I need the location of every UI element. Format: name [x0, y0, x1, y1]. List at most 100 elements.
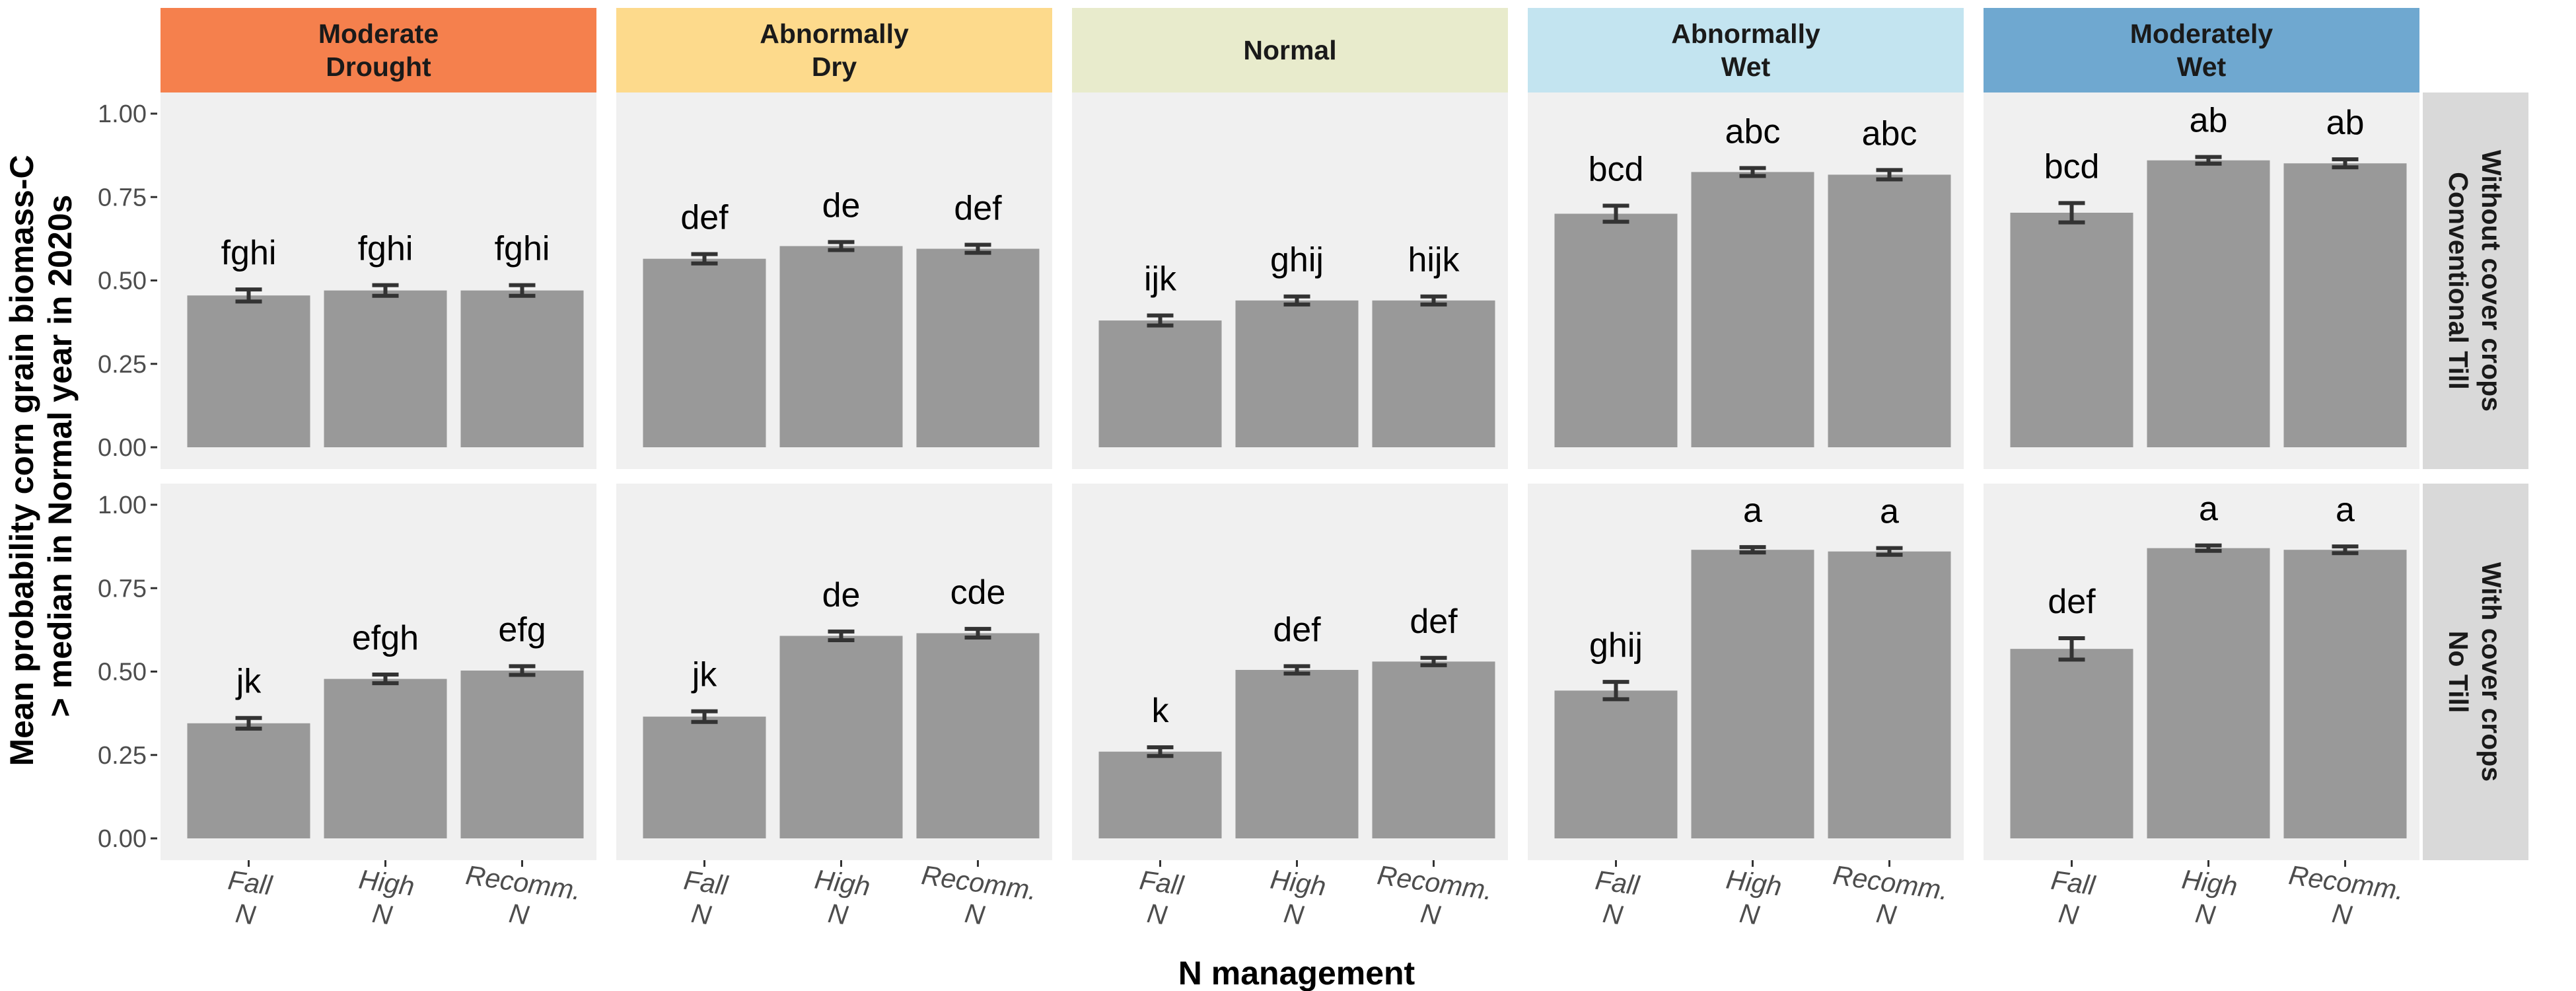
error-bar	[372, 673, 399, 686]
error-bar	[691, 252, 718, 266]
x-tick-label-line: N	[1738, 898, 1762, 931]
error-bar	[828, 240, 855, 252]
x-tick-label-line: N	[1419, 898, 1443, 931]
bar	[779, 246, 903, 447]
x-tick-label-line: Fall	[1138, 865, 1187, 901]
error-bar	[2058, 201, 2085, 225]
bar	[1554, 690, 1678, 838]
bar	[2010, 649, 2133, 838]
facet-row-label-line: With cover crops	[2476, 562, 2507, 782]
bar	[1828, 551, 1951, 838]
bar	[187, 723, 310, 838]
bar	[2147, 160, 2270, 447]
x-tick-label: Recomm.N	[915, 860, 1039, 937]
facet-column-label-line: Normal	[1243, 35, 1336, 65]
bar	[779, 636, 903, 838]
error-bar	[1283, 664, 1310, 676]
bar-significance-label: a	[1743, 492, 1762, 530]
x-tick-label: HighN	[353, 863, 417, 933]
bar	[1235, 669, 1359, 838]
facet-column-label-line: Dry	[812, 52, 857, 82]
facet-column-strip	[616, 8, 1052, 92]
bar-significance-label: efgh	[352, 619, 419, 657]
bar-significance-label: def	[680, 199, 729, 237]
bar-significance-label: a	[1880, 493, 1899, 531]
bar	[1828, 174, 1951, 447]
x-tick-label-line: N	[963, 898, 987, 931]
bar-significance-label: hijk	[1408, 241, 1460, 279]
x-tick-label: Recomm.N	[1371, 860, 1495, 937]
x-tick-label-line: N	[690, 898, 713, 931]
y-tick-label: 0.50	[98, 659, 147, 686]
error-bar	[1283, 294, 1310, 307]
bar	[460, 670, 584, 838]
error-bar	[2332, 544, 2359, 556]
x-tick-label-line: N	[371, 898, 394, 931]
facet-row-strip	[2423, 92, 2528, 469]
error-bar	[2058, 636, 2085, 662]
bar-significance-label: ghij	[1270, 241, 1324, 279]
x-tick-label-line: N	[826, 898, 850, 931]
bar	[1372, 300, 1495, 447]
x-tick-label: FallN	[1589, 865, 1642, 933]
error-bar	[509, 283, 536, 298]
x-tick-label-line: N	[1875, 898, 1898, 931]
bar-significance-label: abc	[1862, 114, 1917, 153]
x-axis-title: N management	[1178, 955, 1415, 991]
bar	[324, 290, 447, 447]
y-axis-title: Mean probability corn grain biomass-C > …	[3, 145, 79, 766]
bar	[2283, 550, 2407, 838]
bar-significance-label: ab	[2326, 104, 2365, 142]
x-tick-label-line: Fall	[2050, 865, 2098, 901]
bar-significance-label: ijk	[1144, 260, 1177, 299]
x-tick-label: FallN	[1133, 865, 1186, 933]
facet-column-label-line: Wet	[2177, 52, 2227, 82]
x-tick-label: HighN	[1264, 863, 1328, 933]
x-tick-label: HighN	[808, 863, 873, 933]
bar-significance-label: fghi	[358, 230, 413, 268]
bar-significance-label: def	[1273, 610, 1321, 649]
y-tick-label: 0.75	[98, 184, 147, 211]
error-bar	[964, 626, 991, 640]
bar	[916, 248, 1040, 447]
facet-column-strip	[1984, 8, 2419, 92]
x-tick-label-line: High	[357, 863, 416, 901]
bar	[324, 679, 447, 838]
x-tick-label: Recomm.N	[460, 860, 583, 937]
x-tick-label-line: N	[2194, 898, 2217, 931]
bar	[1098, 320, 1222, 447]
bar-significance-label: ab	[2190, 102, 2228, 140]
bar	[1691, 550, 1814, 838]
bar-significance-label: de	[822, 576, 861, 614]
facet-row-label: Without cover cropsConventional Till	[2443, 150, 2507, 412]
bar	[460, 290, 584, 447]
x-tick-label: HighN	[2176, 863, 2240, 933]
bar	[2010, 212, 2133, 447]
facet-column-strip	[161, 8, 596, 92]
facet-column-label-line: Abnormally	[1671, 18, 1820, 49]
bar-significance-label: jk	[691, 656, 718, 694]
error-bar	[1602, 203, 1629, 224]
x-tick-label-line: High	[812, 863, 872, 901]
x-tick-label: FallN	[2045, 865, 2098, 933]
bar	[1372, 661, 1495, 838]
bar	[1554, 213, 1678, 447]
facet-row-label-line: Conventional Till	[2443, 172, 2474, 390]
error-bar	[1739, 545, 1766, 555]
error-bar	[1876, 168, 1903, 182]
facet-column-label: Abnormally Dry	[760, 18, 909, 82]
facet-column-strip	[1528, 8, 1964, 92]
x-tick-label-line: N	[1282, 898, 1306, 931]
x-tick-label-line: N	[507, 898, 531, 931]
x-tick-label-line: Fall	[682, 865, 731, 901]
x-tick-label-line: N	[2330, 898, 2354, 931]
bar	[916, 633, 1040, 838]
facet-column-label-line: Abnormally	[760, 18, 909, 49]
y-axis-title-line-2: > median in Normal year in 2020s	[42, 195, 79, 717]
x-tick-label-line: High	[1724, 863, 1783, 901]
y-tick-label: 0.50	[98, 268, 147, 295]
bar	[1235, 300, 1359, 447]
facet-column-label: Normal	[1243, 35, 1336, 65]
bar	[187, 295, 310, 447]
bar-significance-label: k	[1152, 692, 1170, 730]
